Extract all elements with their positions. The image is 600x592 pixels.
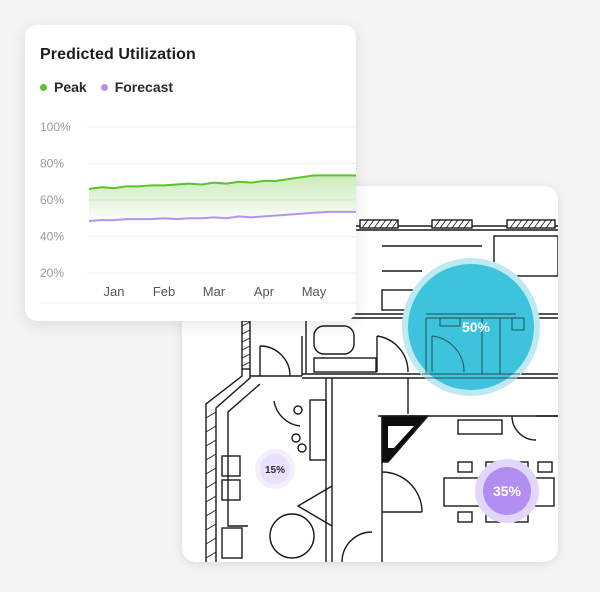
- x-tick-label-apr: Apr: [254, 284, 275, 299]
- zone-35-label: 35%: [493, 483, 522, 499]
- zone-50[interactable]: 50%: [402, 258, 540, 396]
- legend-dot-peak: [40, 83, 47, 91]
- utilization-chart-card: Predicted Utilization Peak Forecast 100%…: [25, 25, 356, 321]
- legend-label-peak: Peak: [54, 79, 87, 95]
- legend-item-peak[interactable]: Peak: [40, 79, 87, 95]
- floorplan-drawing: 50% 15% 35%: [205, 219, 558, 562]
- zone-35[interactable]: 35%: [475, 459, 539, 523]
- y-tick-label: 80%: [40, 157, 64, 171]
- zone-15[interactable]: 15%: [255, 449, 295, 489]
- x-tick-label-jan: Jan: [104, 284, 125, 299]
- forecast-line: [88, 210, 356, 222]
- y-tick-label: 20%: [40, 266, 64, 280]
- legend-label-forecast: Forecast: [114, 79, 174, 95]
- chart-legend: Peak Forecast: [40, 79, 173, 95]
- peak-area: [89, 175, 356, 221]
- legend-item-forecast[interactable]: Forecast: [100, 79, 174, 95]
- zone-15-fill: [260, 454, 290, 484]
- x-tick-label-mar: Mar: [203, 284, 226, 299]
- x-tick-label-feb: Feb: [153, 284, 175, 299]
- y-tick-label: 100%: [40, 120, 71, 134]
- zone-35-fill: [483, 467, 531, 515]
- peak-line: [88, 174, 356, 191]
- zone-50-fill: [408, 264, 534, 390]
- zone-15-label: 15%: [265, 465, 285, 476]
- x-tick-label-may: May: [302, 284, 327, 299]
- y-tick-label: 40%: [40, 230, 64, 244]
- chart-plot: 100% 80% 60% 40% 20% Jan Feb Mar Apr May: [40, 120, 356, 304]
- y-tick-label: 60%: [40, 193, 64, 207]
- zone-50-label: 50%: [462, 319, 491, 335]
- legend-dot-forecast: [100, 83, 108, 91]
- chart-title: Predicted Utilization: [40, 46, 196, 63]
- floorplan-card: 50% 15% 35%: [182, 186, 558, 562]
